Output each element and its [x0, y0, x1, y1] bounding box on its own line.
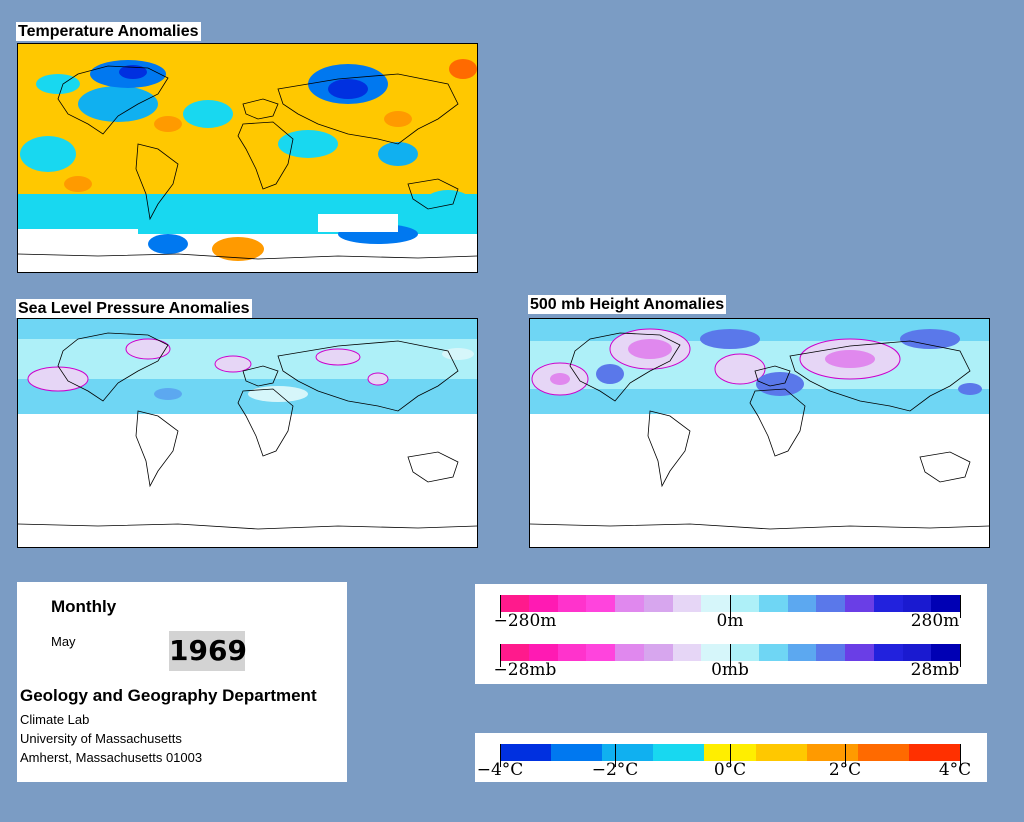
- temp-tick-3: [845, 744, 846, 767]
- temp-tick-4: [960, 744, 961, 767]
- temp-label-0: −4°C: [476, 760, 524, 780]
- pressure-label-min: −28mb: [493, 660, 557, 680]
- temperature-swatch-5: [755, 744, 807, 761]
- temp-tick-0: [500, 744, 501, 767]
- pressure-swatch-3: [586, 644, 615, 661]
- height-label-max: 280m: [910, 611, 960, 631]
- temperature-swatch-7: [857, 744, 909, 761]
- height-swatch-9: [758, 595, 788, 612]
- height-swatch-2: [557, 595, 587, 612]
- pressure-swatch-14: [902, 644, 932, 661]
- period-label: Monthly: [51, 597, 117, 616]
- height-swatch-5: [643, 595, 673, 612]
- pressure-swatch-12: [845, 644, 874, 661]
- slp-map-title: Sea Level Pressure Anomalies: [16, 299, 252, 318]
- temp-label-4: 4°C: [938, 760, 972, 780]
- height-map-title: 500 mb Height Anomalies: [528, 295, 727, 314]
- pressure-swatch-7: [701, 644, 730, 661]
- height-swatch-15: [931, 595, 960, 612]
- height-label-min: −280m: [493, 611, 557, 631]
- height-map-graphic: [530, 319, 989, 530]
- temperature-swatch-4: [704, 744, 756, 761]
- pressure-label-zero: 0mb: [711, 660, 749, 680]
- pressure-tick-right: [960, 644, 961, 667]
- height-tick-left: [500, 595, 501, 618]
- height-label-zero: 0m: [716, 611, 744, 631]
- height-colorbar: [500, 595, 960, 612]
- temperature-swatch-1: [551, 744, 603, 761]
- slp-map-graphic: [18, 319, 477, 530]
- temp-tick-1: [615, 744, 616, 767]
- height-tick-mid: [730, 595, 731, 618]
- temperature-map-title: Temperature Anomalies: [16, 22, 201, 41]
- temp-label-3: 2°C: [828, 760, 862, 780]
- temperature-swatch-6: [806, 744, 858, 761]
- temperature-map-graphic: [18, 44, 477, 272]
- temperature-swatch-8: [908, 744, 960, 761]
- height-swatch-7: [701, 595, 730, 612]
- temp-label-2: 0°C: [713, 760, 747, 780]
- year-display: 1969: [169, 631, 247, 671]
- height-swatch-10: [787, 595, 817, 612]
- temperature-colorbar: [500, 744, 960, 761]
- lab-name: Climate Lab: [20, 712, 90, 727]
- pressure-swatch-0: [500, 644, 529, 661]
- pressure-swatch-2: [557, 644, 587, 661]
- temperature-swatch-2: [602, 744, 654, 761]
- temperature-anomaly-map: [17, 43, 478, 273]
- pressure-swatch-1: [528, 644, 558, 661]
- pressure-swatch-10: [787, 644, 817, 661]
- month-label: May: [51, 634, 76, 649]
- anomaly-legend-panel: −280m 0m 280m −28mb 0mb 28mb: [475, 584, 987, 684]
- height-swatch-11: [816, 595, 845, 612]
- pressure-swatch-6: [672, 644, 702, 661]
- pressure-tick-mid: [730, 644, 731, 667]
- height-swatch-6: [672, 595, 702, 612]
- info-panel: Monthly May 1969 Geology and Geography D…: [17, 582, 347, 782]
- height-swatch-8: [730, 595, 759, 612]
- pressure-swatch-4: [615, 644, 644, 661]
- temp-label-1: −2°C: [591, 760, 639, 780]
- height-swatch-0: [500, 595, 529, 612]
- address-line: Amherst, Massachusetts 01003: [20, 750, 203, 765]
- temperature-swatch-0: [500, 744, 552, 761]
- pressure-swatch-13: [873, 644, 903, 661]
- height-swatch-14: [902, 595, 932, 612]
- temp-tick-2: [730, 744, 731, 767]
- height-tick-right: [960, 595, 961, 618]
- temperature-swatch-3: [653, 744, 705, 761]
- pressure-swatch-8: [730, 644, 759, 661]
- height-swatch-13: [873, 595, 903, 612]
- height-swatch-3: [586, 595, 615, 612]
- height-swatch-1: [528, 595, 558, 612]
- height-swatch-4: [615, 595, 644, 612]
- 500mb-height-anomaly-map: [529, 318, 990, 548]
- pressure-swatch-9: [758, 644, 788, 661]
- pressure-colorbar: [500, 644, 960, 661]
- pressure-tick-left: [500, 644, 501, 667]
- university-name: University of Massachusetts: [20, 731, 182, 746]
- department-name: Geology and Geography Department: [20, 686, 317, 705]
- pressure-label-max: 28mb: [910, 660, 960, 680]
- pressure-swatch-15: [931, 644, 960, 661]
- pressure-swatch-11: [816, 644, 845, 661]
- sea-level-pressure-anomaly-map: [17, 318, 478, 548]
- pressure-swatch-5: [643, 644, 673, 661]
- temperature-legend-panel: −4°C −2°C 0°C 2°C 4°C: [475, 733, 987, 782]
- height-swatch-12: [845, 595, 874, 612]
